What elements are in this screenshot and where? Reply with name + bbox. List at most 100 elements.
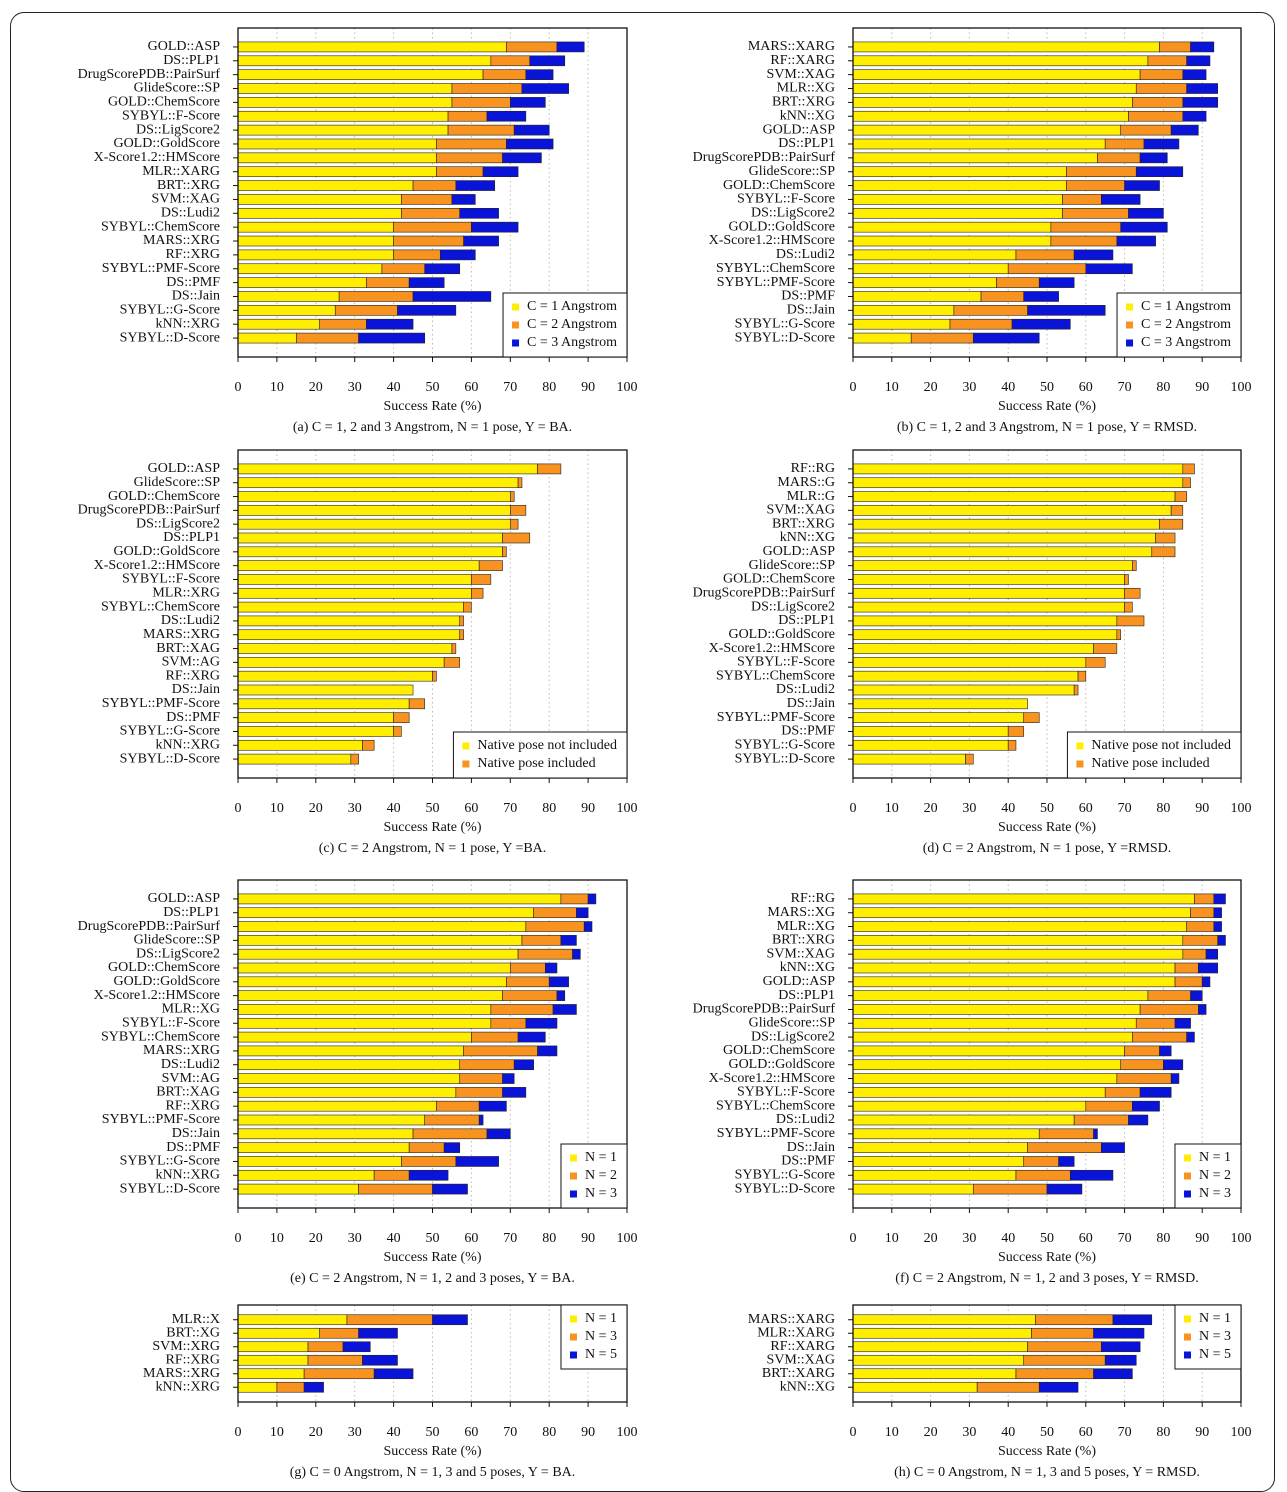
bar-segment bbox=[237, 574, 472, 585]
x-tick-label: 100 bbox=[1231, 380, 1252, 395]
bar-segment bbox=[509, 491, 515, 502]
bar-segment bbox=[276, 1381, 305, 1393]
y-tick-label: SYBYL::PMF-Score bbox=[102, 1112, 220, 1127]
bar-segment bbox=[852, 1142, 1028, 1153]
bar-segment bbox=[237, 263, 383, 275]
bar-segment bbox=[237, 712, 394, 723]
bar-segment bbox=[996, 277, 1040, 288]
y-tick-label: DS::PLP1 bbox=[163, 53, 220, 68]
y-tick-label: GOLD::GoldScore bbox=[728, 1057, 835, 1072]
y-tick-label: RF::XRG bbox=[166, 247, 220, 262]
bar-segment bbox=[1097, 152, 1141, 164]
y-tick-label: SYBYL::F-Score bbox=[737, 1085, 835, 1100]
y-tick-label: SYBYL::G-Score bbox=[120, 303, 220, 318]
bar-segment bbox=[237, 110, 449, 122]
y-tick-label: SYBYL::ChemScore bbox=[101, 599, 220, 614]
bar-segment bbox=[1116, 1073, 1172, 1084]
x-tick-label: 60 bbox=[1079, 1425, 1093, 1440]
y-tick-label: SYBYL::D-Score bbox=[735, 1181, 835, 1196]
y-tick-label: SYBYL::D-Score bbox=[120, 1181, 220, 1196]
bar-segment bbox=[852, 1156, 1025, 1167]
y-tick-label: MARS::XRG bbox=[143, 627, 220, 642]
y-tick-label: RF::RG bbox=[791, 461, 835, 476]
y-tick-label: DS::Jain bbox=[787, 1140, 835, 1155]
x-tick-label: 10 bbox=[885, 380, 899, 395]
bar-segment bbox=[393, 726, 402, 737]
y-tick-label: SYBYL::PMF-Score bbox=[717, 710, 835, 725]
bar-segment bbox=[1093, 1128, 1098, 1140]
bar-segment bbox=[334, 305, 398, 316]
x-axis-label: Success Rate (%) bbox=[998, 1250, 1096, 1265]
bar-segment bbox=[490, 1017, 527, 1029]
x-tick-label: 70 bbox=[503, 1425, 517, 1440]
bar-segment bbox=[852, 1017, 1137, 1029]
x-tick-label: 20 bbox=[924, 801, 938, 816]
plot-frame bbox=[237, 27, 628, 358]
bar-segment bbox=[502, 546, 507, 558]
bar-segment bbox=[852, 1004, 1141, 1015]
bar-segment bbox=[237, 698, 410, 710]
bar-segment bbox=[412, 180, 457, 191]
bar-segment bbox=[852, 277, 997, 288]
bar-segment bbox=[307, 1341, 344, 1353]
y-tick-label: DS::Ludi2 bbox=[776, 682, 835, 697]
y-tick-label: DS::PMF bbox=[781, 289, 835, 304]
y-tick-label: kNN::XRG bbox=[155, 1379, 220, 1394]
y-tick-label: SVM::AG bbox=[162, 1071, 220, 1086]
bar-segment bbox=[237, 948, 519, 960]
y-tick-label: GOLD::GoldScore bbox=[113, 136, 220, 151]
x-tick-label: 40 bbox=[387, 380, 401, 395]
legend-label: Native pose not included bbox=[1091, 738, 1231, 753]
bar-segment bbox=[852, 1341, 1028, 1353]
y-tick-label: DS::PMF bbox=[781, 724, 835, 739]
y-tick-label: DS::LigScore2 bbox=[136, 122, 220, 137]
bar-segment bbox=[1213, 921, 1222, 932]
x-tick-label: 70 bbox=[503, 1231, 517, 1246]
legend-label: N = 3 bbox=[1199, 1186, 1231, 1201]
x-tick-label: 50 bbox=[426, 1231, 440, 1246]
y-tick-label: DS::Jain bbox=[172, 1126, 220, 1141]
bar-segment bbox=[852, 152, 1098, 164]
bar-segment bbox=[346, 1314, 433, 1326]
x-tick-label: 10 bbox=[885, 801, 899, 816]
bar-segment bbox=[852, 698, 1028, 710]
legend-marker bbox=[1076, 742, 1084, 750]
y-tick-label: MLR::XG bbox=[777, 919, 835, 934]
plot-frame bbox=[852, 879, 1242, 1209]
bar-segment bbox=[852, 291, 982, 302]
x-tick-label: 70 bbox=[1118, 1425, 1132, 1440]
legend-label: N = 3 bbox=[585, 1329, 617, 1344]
y-tick-label: GlideScore::SP bbox=[749, 164, 836, 179]
legend-label: Native pose not included bbox=[477, 738, 617, 753]
y-tick-label: DS::Jain bbox=[787, 696, 835, 711]
x-tick-label: 0 bbox=[850, 1425, 857, 1440]
bar-segment bbox=[237, 615, 461, 627]
bar-segment bbox=[1182, 948, 1207, 960]
bar-segment bbox=[972, 1183, 1048, 1195]
x-axis-label: Success Rate (%) bbox=[384, 399, 482, 414]
legend-label: N = 3 bbox=[585, 1186, 617, 1201]
bar-segment bbox=[1190, 41, 1215, 53]
bar-segment bbox=[237, 1059, 461, 1071]
bar-segment bbox=[1085, 263, 1133, 275]
y-tick-label: MLR::X bbox=[172, 1312, 220, 1327]
bar-segment bbox=[852, 587, 1125, 599]
y-tick-label: SYBYL::F-Score bbox=[122, 572, 220, 587]
bar-segment bbox=[1062, 207, 1129, 219]
y-tick-label: MARS::G bbox=[777, 475, 835, 490]
y-tick-label: DrugScorePDB::PairSurf bbox=[78, 67, 221, 82]
x-tick-label: 0 bbox=[850, 1231, 857, 1246]
x-tick-label: 10 bbox=[885, 1425, 899, 1440]
x-tick-label: 50 bbox=[1040, 380, 1054, 395]
bar-segment bbox=[237, 1031, 472, 1043]
x-tick-label: 70 bbox=[503, 380, 517, 395]
legend-label: N = 5 bbox=[585, 1347, 617, 1362]
bar-segment bbox=[424, 263, 461, 275]
bar-segment bbox=[381, 263, 426, 275]
legend-label: N = 1 bbox=[585, 1150, 617, 1165]
bar-segment bbox=[237, 1004, 492, 1015]
legend-label: N = 1 bbox=[1199, 1311, 1231, 1326]
bar-segment bbox=[401, 194, 453, 205]
x-tick-label: 0 bbox=[235, 1231, 242, 1246]
